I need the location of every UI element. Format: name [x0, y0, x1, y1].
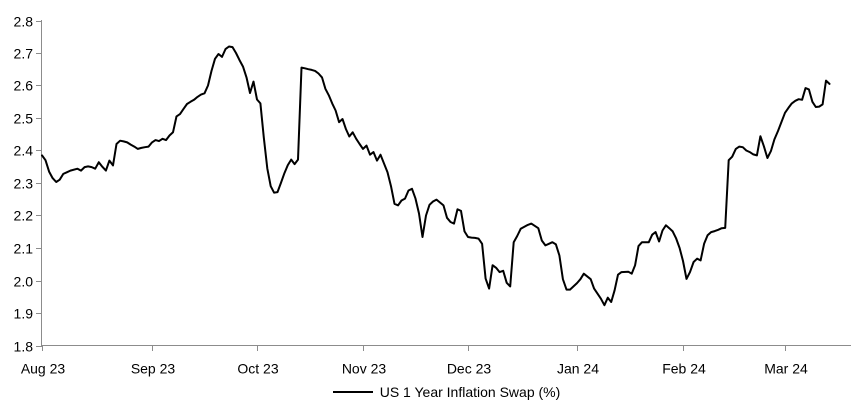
series-line-us-1y-inflation-swap	[41, 45, 831, 307]
x-tick-label: Nov 23	[342, 361, 387, 377]
y-tick-label: 2.0	[14, 274, 34, 290]
y-tick-label: 2.6	[14, 78, 34, 94]
x-tick-label: Oct 23	[237, 361, 278, 377]
chart-plot-area: 1.8 1.9 2.0 2.1 2.2 2.3 2.4 2.5 2.6 2.7 2.8 Aug 23 S…	[14, 14, 851, 377]
x-tick-label: Aug 23	[21, 361, 66, 377]
x-tick-label: Sep 23	[131, 361, 176, 377]
y-tick-label: 2.5	[14, 111, 34, 127]
y-tick-label: 2.4	[14, 143, 34, 159]
legend-label: US 1 Year Inflation Swap (%)	[379, 384, 561, 400]
y-tick-label: 2.2	[14, 208, 34, 224]
x-tick-label: Jan 24	[557, 361, 599, 377]
y-tick-label: 2.8	[14, 14, 34, 30]
y-tick-label: 2.1	[14, 241, 34, 257]
x-tick-label: Feb 24	[662, 361, 706, 377]
chart-legend: US 1 Year Inflation Swap (%)	[42, 382, 851, 402]
legend-line-marker	[332, 391, 373, 393]
y-tick-label: 2.3	[14, 176, 34, 192]
y-tick-label: 1.9	[14, 306, 34, 322]
x-tick-label: Dec 23	[447, 361, 492, 377]
y-tick-label: 1.8	[14, 339, 34, 355]
y-tick-label: 2.7	[14, 46, 34, 62]
x-tick-label: Mar 24	[764, 361, 808, 377]
